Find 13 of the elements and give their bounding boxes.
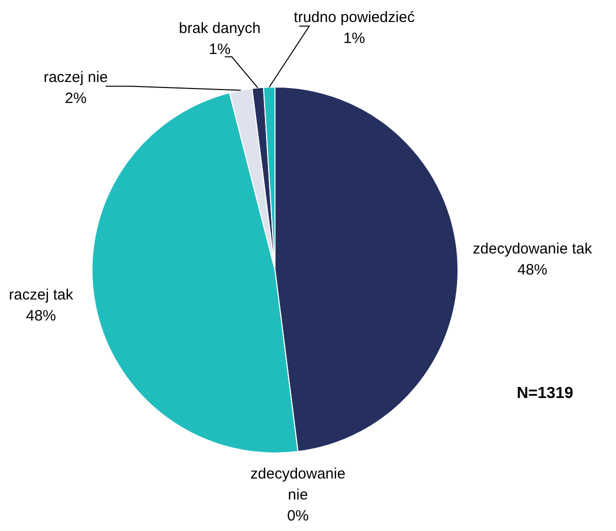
- slice-label: brak danych: [178, 20, 261, 37]
- category-label: zdecydowanie nie: [250, 466, 346, 504]
- text: 0%: [287, 508, 309, 525]
- slice-label: trudno powiedzieć: [294, 9, 416, 26]
- data-label: 48%: [26, 307, 56, 324]
- data-label: 1%: [343, 30, 366, 48]
- slice-label: raczej tak: [8, 286, 74, 304]
- data-label: 1%: [208, 40, 231, 58]
- data-label: 48%: [517, 262, 548, 279]
- data-label: 2%: [64, 90, 87, 108]
- text: N=1319: [516, 385, 574, 402]
- slice-label: raczej nie: [44, 69, 108, 86]
- slice-label: zdecydowanie tak: [472, 240, 593, 258]
